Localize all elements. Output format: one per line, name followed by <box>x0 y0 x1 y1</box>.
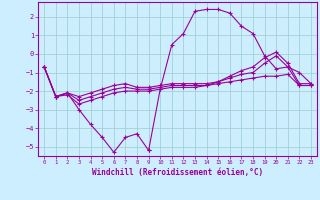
X-axis label: Windchill (Refroidissement éolien,°C): Windchill (Refroidissement éolien,°C) <box>92 168 263 177</box>
